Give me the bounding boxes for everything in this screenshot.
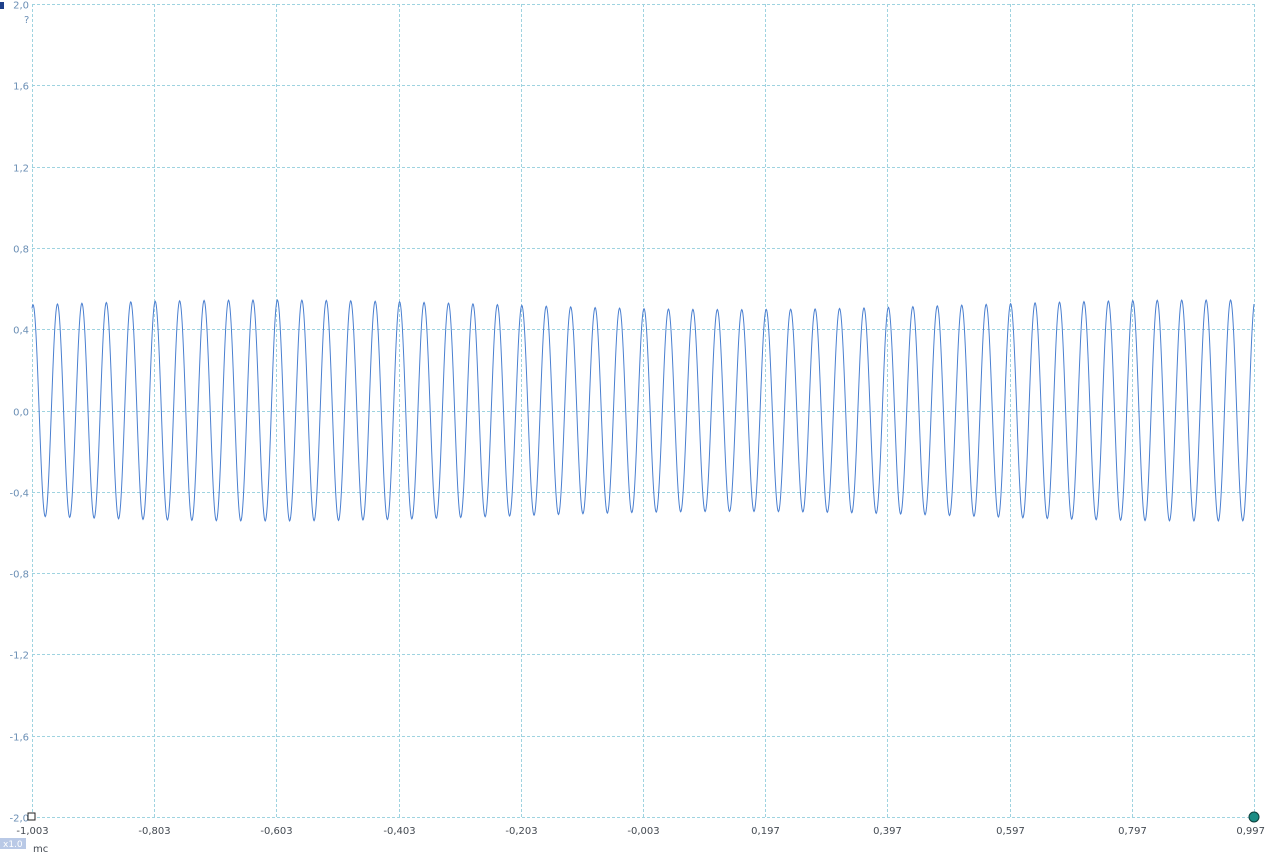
channel-marker-icon[interactable] <box>0 2 4 9</box>
grid <box>32 4 1255 818</box>
x-tick-label: -1,003 <box>16 826 48 837</box>
y-unit-label: ? <box>24 15 29 26</box>
y-tick-label: -0,8 <box>9 570 29 581</box>
y-tick-label: 2,0 <box>13 1 29 12</box>
y-tick-label: 1,2 <box>13 164 29 175</box>
scale-badge-label: x1.0 <box>3 840 23 850</box>
x-tick-label: 0,997 <box>1236 826 1265 837</box>
scale-badge[interactable] <box>0 838 26 849</box>
x-tick-label: 0,597 <box>996 826 1025 837</box>
x-tick-label: 0,797 <box>1118 826 1147 837</box>
x-axis-ticks: -1,003 -0,803 -0,603 -0,403 -0,203 -0,003 0,19… <box>16 826 1265 837</box>
x-tick-label: -0,403 <box>383 826 415 837</box>
x-tick-label: -0,603 <box>260 826 292 837</box>
x-tick-label: 0,397 <box>873 826 902 837</box>
right-cursor-handle[interactable] <box>1248 811 1260 823</box>
y-tick-label: 0,8 <box>13 245 29 256</box>
x-tick-label: -0,003 <box>627 826 659 837</box>
y-tick-label: -1,2 <box>9 651 29 662</box>
y-tick-label: 1,6 <box>13 82 29 93</box>
y-tick-label: -1,6 <box>9 733 29 744</box>
y-tick-label: -0,4 <box>9 489 29 500</box>
x-tick-label: 0,197 <box>751 826 780 837</box>
x-unit-label: mc <box>33 844 48 854</box>
x-tick-label: -0,203 <box>505 826 537 837</box>
signal-trace <box>31 298 1255 523</box>
x-tick-label: -0,803 <box>138 826 170 837</box>
y-tick-label: 0,0 <box>13 408 29 419</box>
y-axis-ticks: 2,0 1,6 1,2 0,8 0,4 0,0 -0,4 -0,8 -1,2 -1,6 -2,0 <box>9 1 29 825</box>
left-cursor-handle[interactable] <box>27 812 36 821</box>
y-tick-label: -2,0 <box>9 814 29 825</box>
y-tick-label: 0,4 <box>13 326 29 337</box>
